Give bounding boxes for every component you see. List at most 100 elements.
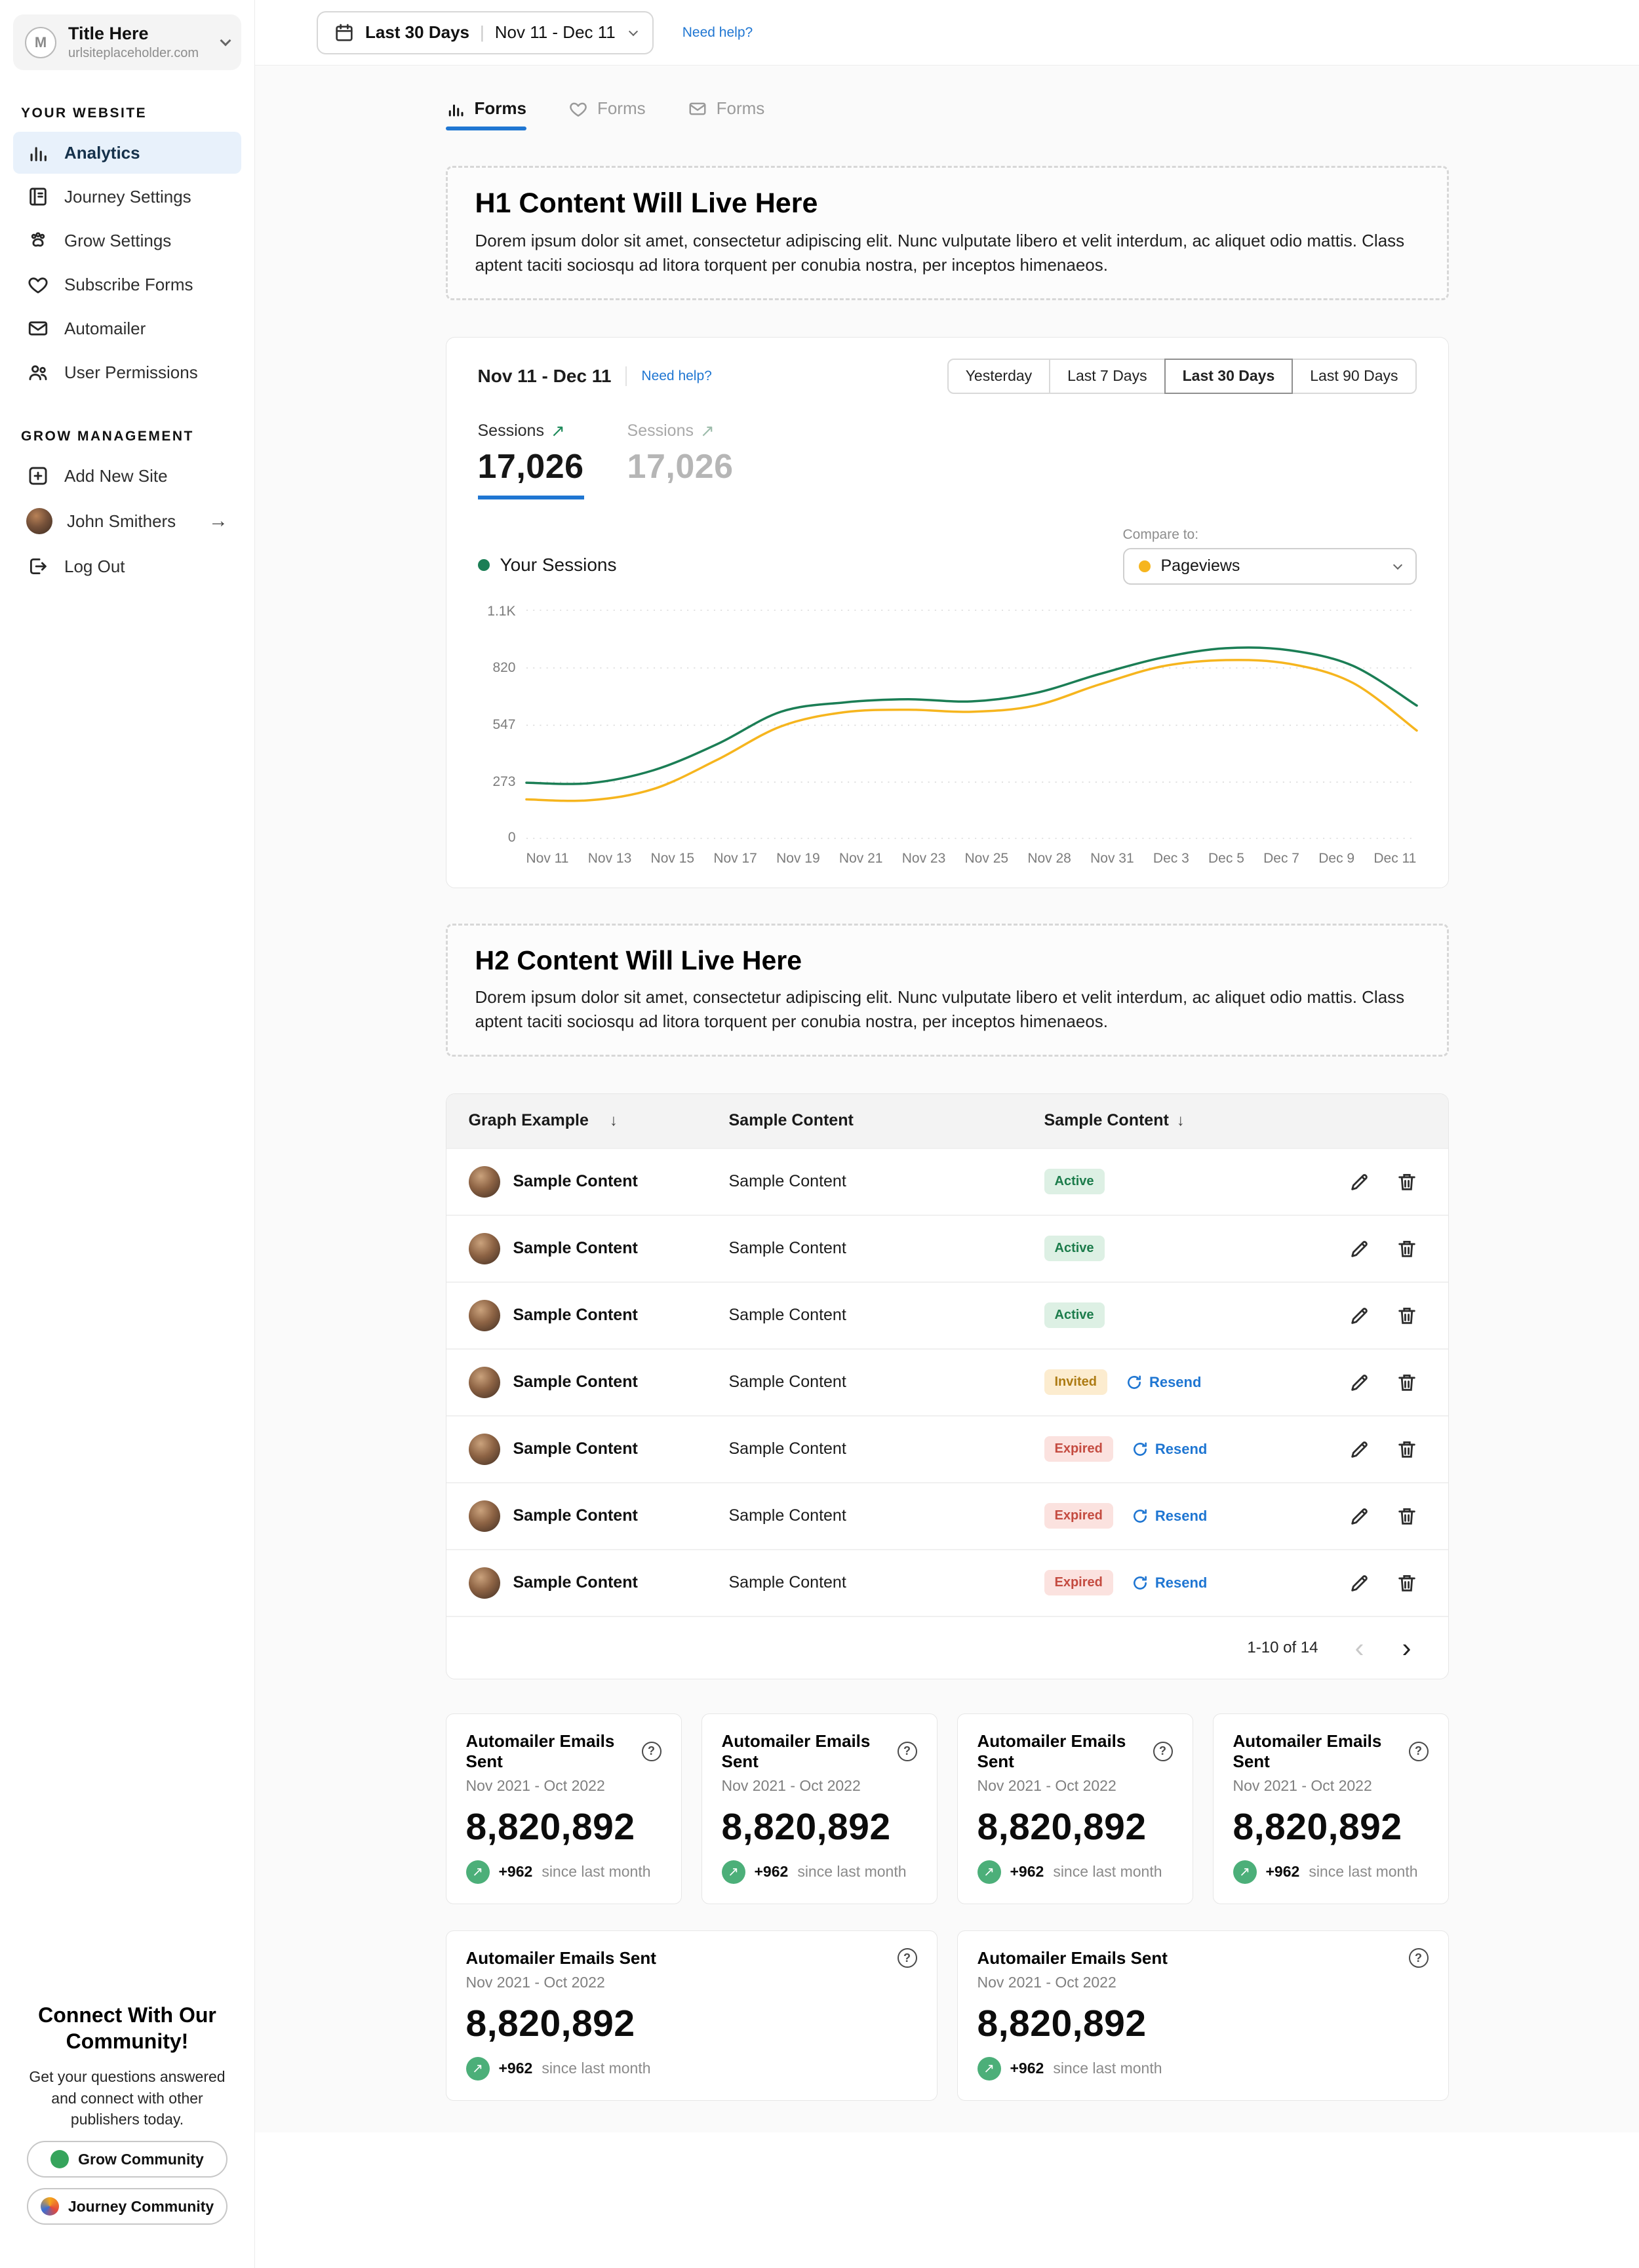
- edit-icon[interactable]: [1349, 1572, 1371, 1594]
- sidebar-item-automailer[interactable]: Automailer: [13, 307, 241, 349]
- table-row: Sample Content Sample Content Active: [446, 1281, 1448, 1348]
- row-name-label: Sample Content: [513, 1172, 638, 1191]
- sidebar-item-label: User Permissions: [64, 362, 198, 382]
- help-icon[interactable]: ?: [897, 1741, 917, 1761]
- row-user: Sample Content: [446, 1433, 729, 1465]
- delete-icon[interactable]: [1396, 1304, 1418, 1327]
- y-tick: 820: [492, 659, 516, 675]
- edit-icon[interactable]: [1349, 1438, 1371, 1460]
- resend-button[interactable]: Resend: [1132, 1441, 1207, 1458]
- stat-card-wide: Automailer Emails Sent ? Nov 2021 - Oct …: [957, 1930, 1449, 2101]
- range-button-last-90-days[interactable]: Last 90 Days: [1292, 358, 1417, 394]
- sidebar-item-log-out[interactable]: Log Out: [13, 545, 241, 587]
- delete-icon[interactable]: [1396, 1505, 1418, 1527]
- x-tick: Nov 21: [839, 850, 883, 866]
- sidebar-item-john-smithers[interactable]: John Smithers →: [13, 499, 241, 543]
- trend-up-icon: ↗: [465, 1860, 490, 1884]
- trend-up-icon: ↗: [550, 421, 565, 441]
- topbar: Last 30 Days | Nov 11 - Dec 11 Need help…: [255, 0, 1639, 66]
- row-actions: [1349, 1505, 1448, 1527]
- date-range-picker[interactable]: Last 30 Days | Nov 11 - Dec 11: [317, 10, 654, 54]
- row-content: Sample Content: [728, 1573, 846, 1592]
- x-tick: Dec 5: [1208, 850, 1244, 866]
- stat-period: Nov 2021 - Oct 2022: [465, 1973, 605, 1991]
- series-legend: Your Sessions: [477, 555, 616, 576]
- stat-card: Automailer Emails Sent ? Nov 2021 - Oct …: [1212, 1713, 1449, 1904]
- metric-sessions-active[interactable]: Sessions ↗ 17,026: [477, 421, 584, 499]
- sessions-chart-card: Nov 11 - Dec 11 Need help? Yesterday Las…: [445, 336, 1449, 888]
- help-icon[interactable]: ?: [641, 1741, 662, 1761]
- account-switcher[interactable]: M Title Here urlsiteplaceholder.com: [13, 14, 241, 70]
- mail-icon: [689, 102, 706, 115]
- column-header-graph-example[interactable]: Graph Example ↓: [446, 1111, 729, 1130]
- tab-label: Forms: [474, 98, 526, 118]
- delta-note: since last month: [1053, 1863, 1162, 1881]
- resend-button[interactable]: Resend: [1126, 1374, 1201, 1391]
- row-content: Sample Content: [728, 1373, 846, 1392]
- edit-icon[interactable]: [1349, 1238, 1371, 1260]
- delete-icon[interactable]: [1396, 1371, 1418, 1394]
- help-icon[interactable]: ?: [1408, 1741, 1429, 1761]
- delete-icon[interactable]: [1396, 1238, 1418, 1260]
- metric-tabs: Sessions ↗ 17,026 Sessions ↗ 17,026: [477, 421, 1417, 499]
- range-button-last-30-days[interactable]: Last 30 Days: [1164, 358, 1293, 394]
- heart-icon: [570, 102, 587, 117]
- row-user: Sample Content: [446, 1165, 729, 1198]
- row-actions: [1349, 1438, 1448, 1460]
- journey-community-button[interactable]: Journey Community: [27, 2188, 227, 2225]
- sidebar-item-user-permissions[interactable]: User Permissions: [13, 351, 241, 393]
- users-icon: [26, 361, 50, 384]
- metric-sessions-inactive[interactable]: Sessions ↗ 17,026: [627, 421, 734, 499]
- delete-icon[interactable]: [1396, 1171, 1418, 1193]
- resend-label: Resend: [1149, 1373, 1202, 1390]
- need-help-link[interactable]: Need help?: [682, 24, 753, 40]
- delete-icon[interactable]: [1396, 1572, 1418, 1594]
- h1-content-block: H1 Content Will Live Here Dorem ipsum do…: [445, 166, 1449, 300]
- resend-button[interactable]: Resend: [1132, 1574, 1207, 1592]
- metric-label: Sessions: [477, 421, 544, 440]
- trend-up-icon: ↗: [977, 1860, 1001, 1884]
- x-tick: Nov 23: [901, 850, 946, 866]
- edit-icon[interactable]: [1349, 1304, 1371, 1327]
- date-range-separator: |: [479, 22, 484, 42]
- table-row: Sample Content Sample Content Invited Re…: [446, 1348, 1448, 1415]
- page-next-button[interactable]: ›: [1402, 1632, 1412, 1663]
- compare-select[interactable]: Pageviews: [1122, 547, 1417, 585]
- resend-button[interactable]: Resend: [1132, 1508, 1207, 1525]
- sidebar-item-journey-settings[interactable]: Journey Settings: [13, 176, 241, 218]
- delete-icon[interactable]: [1396, 1438, 1418, 1460]
- y-tick: 0: [507, 830, 516, 846]
- edit-icon[interactable]: [1349, 1505, 1371, 1527]
- paw-icon: [26, 229, 50, 252]
- range-button-last-7-days[interactable]: Last 7 Days: [1049, 358, 1166, 394]
- range-button-yesterday[interactable]: Yesterday: [947, 358, 1051, 394]
- edit-icon[interactable]: [1349, 1171, 1371, 1193]
- help-icon[interactable]: ?: [1153, 1741, 1173, 1761]
- tab-bar: Forms Forms Forms: [445, 66, 1449, 130]
- sidebar-item-grow-settings[interactable]: Grow Settings: [13, 220, 241, 262]
- sidebar-item-subscribe-forms[interactable]: Subscribe Forms: [13, 264, 241, 305]
- sidebar-item-analytics[interactable]: Analytics: [13, 132, 241, 174]
- x-tick: Nov 17: [713, 850, 757, 866]
- row-actions: [1349, 1171, 1448, 1193]
- tab-forms-3[interactable]: Forms: [688, 98, 765, 130]
- row-name-label: Sample Content: [513, 1573, 638, 1592]
- page-prev-button[interactable]: ‹: [1354, 1632, 1364, 1663]
- avatar: [468, 1299, 500, 1331]
- row-user: Sample Content: [446, 1567, 729, 1599]
- help-icon[interactable]: ?: [897, 1948, 917, 1968]
- tab-forms-2[interactable]: Forms: [568, 98, 646, 130]
- row-content: Sample Content: [728, 1506, 846, 1525]
- chart-need-help-link[interactable]: Need help?: [641, 368, 712, 383]
- trend-up-icon: ↗: [700, 421, 715, 441]
- help-icon[interactable]: ?: [1408, 1948, 1429, 1968]
- tab-label: Forms: [716, 98, 765, 118]
- stat-value: 8,820,892: [465, 1805, 635, 1848]
- grow-community-button[interactable]: Grow Community: [27, 2141, 227, 2178]
- sidebar-item-add-new-site[interactable]: Add New Site: [13, 455, 241, 497]
- tab-forms-1[interactable]: Forms: [445, 98, 527, 130]
- column-header-sample-content-sort[interactable]: Sample Content ↓: [1044, 1111, 1448, 1130]
- status-badge: Expired: [1044, 1503, 1113, 1529]
- edit-icon[interactable]: [1349, 1371, 1371, 1394]
- avatar: [468, 1500, 500, 1532]
